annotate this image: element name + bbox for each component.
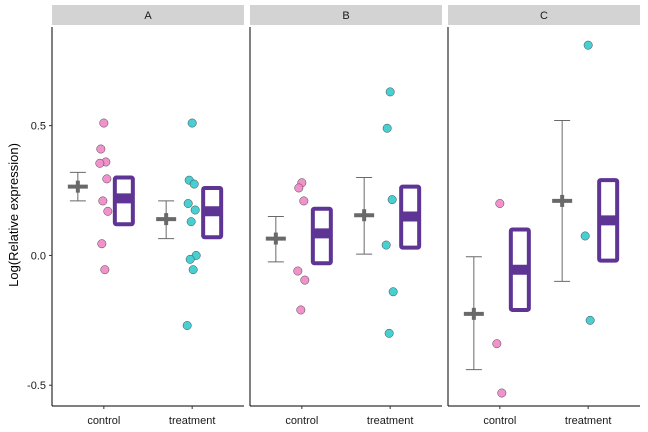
data-point: [102, 174, 112, 184]
data-point: [381, 240, 391, 250]
group-control: control: [463, 199, 531, 427]
data-point: [497, 388, 507, 398]
data-point: [294, 183, 304, 193]
data-point: [97, 239, 107, 249]
data-point: [187, 118, 197, 128]
data-point: [96, 144, 106, 154]
data-point: [95, 158, 105, 168]
data-point: [185, 254, 195, 264]
facet-strip-label: C: [540, 10, 548, 22]
data-point: [100, 265, 110, 275]
data-point: [186, 217, 196, 227]
data-point: [382, 123, 392, 133]
x-tick-label: control: [87, 415, 120, 427]
data-point: [182, 321, 192, 330]
y-axis-title: Log(Relative expression): [6, 143, 21, 287]
data-point: [190, 205, 200, 215]
y-tick-label: -0.5: [27, 380, 46, 392]
data-point: [495, 199, 505, 208]
group-control: control: [67, 118, 135, 427]
data-point: [183, 199, 193, 208]
data-point: [188, 265, 198, 275]
data-point: [388, 287, 398, 297]
data-point: [99, 118, 109, 128]
data-point: [580, 231, 590, 241]
data-point: [296, 305, 306, 315]
data-point: [299, 196, 309, 206]
group-control: control: [265, 178, 333, 427]
y-tick-label: 0.0: [31, 250, 46, 262]
data-point: [387, 195, 397, 205]
y-tick-label: 0.5: [31, 121, 46, 133]
x-tick-label: treatment: [367, 415, 413, 427]
data-point: [103, 206, 113, 216]
x-tick-label: control: [285, 415, 318, 427]
data-point: [300, 275, 310, 285]
data-point: [492, 339, 502, 349]
facet-strip-label: A: [144, 10, 152, 22]
data-point: [98, 196, 108, 206]
data-point: [384, 328, 394, 338]
data-point: [189, 179, 199, 189]
facet-strip-label: B: [342, 10, 349, 22]
group-treatment: treatment: [156, 118, 224, 427]
data-point: [583, 40, 593, 50]
group-treatment: treatment: [354, 87, 422, 427]
data-point: [385, 87, 395, 97]
facet-strip: [52, 5, 244, 25]
data-point: [585, 315, 595, 325]
data-point: [293, 266, 303, 276]
facet-strip: [448, 5, 640, 25]
facet-panel-a: A 0.5 0.0 -0.5 control treatment: [27, 5, 244, 427]
group-treatment: treatment: [552, 40, 620, 427]
facet-strip: [250, 5, 442, 25]
x-tick-label: control: [483, 415, 516, 427]
x-tick-label: treatment: [169, 415, 215, 427]
x-tick-label: treatment: [565, 415, 611, 427]
